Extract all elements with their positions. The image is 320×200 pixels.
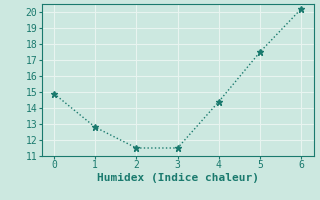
- X-axis label: Humidex (Indice chaleur): Humidex (Indice chaleur): [97, 173, 259, 183]
